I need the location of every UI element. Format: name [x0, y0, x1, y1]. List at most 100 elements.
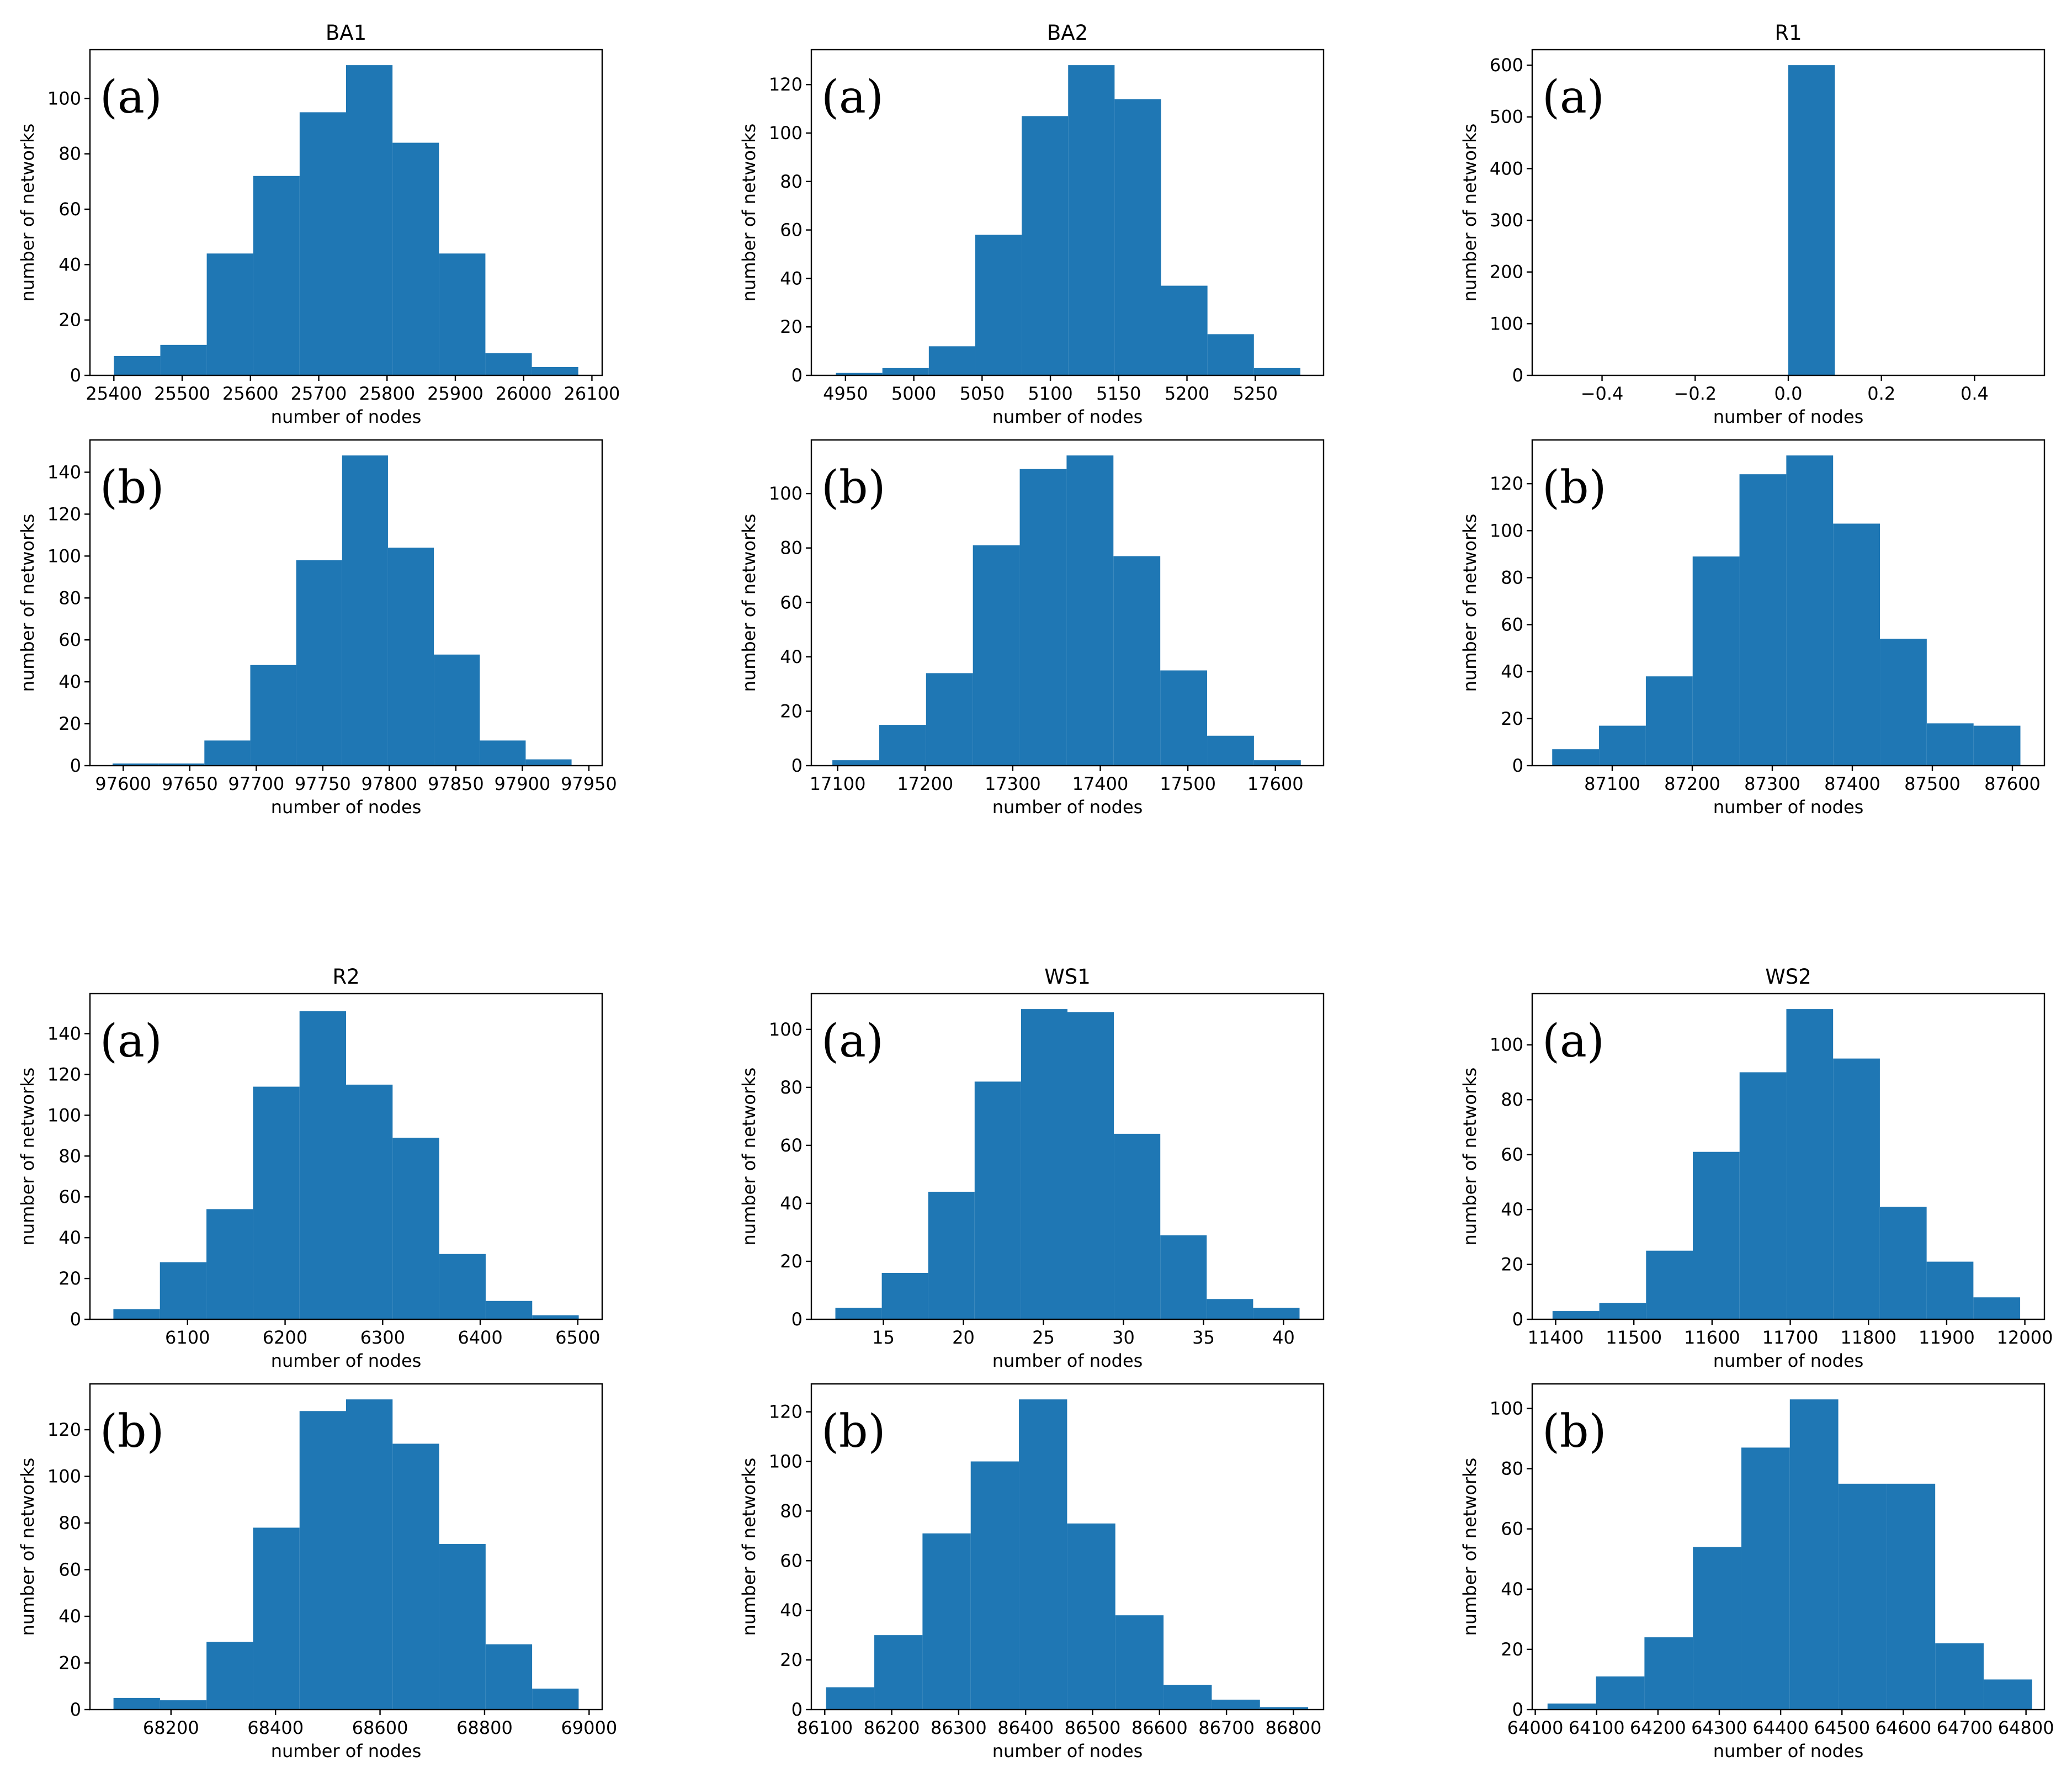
- histogram-bar: [1926, 1261, 1974, 1319]
- panel-label: (b): [1542, 1405, 1606, 1458]
- histogram-bar: [1599, 1303, 1646, 1319]
- axes-frame: [810, 49, 1325, 376]
- y-tick-label: 0: [1512, 755, 1523, 776]
- x-tick-label: 26000: [496, 383, 552, 404]
- histogram-bar: [973, 545, 1020, 766]
- x-tick-label: 17400: [1072, 773, 1129, 794]
- x-axis-label: number of nodes: [271, 406, 422, 427]
- histogram-bar: [1552, 749, 1600, 766]
- histogram-bar: [879, 725, 926, 766]
- histogram-bar: [160, 344, 207, 375]
- x-axis-label: number of nodes: [992, 797, 1143, 818]
- x-tick-label: 17600: [1247, 773, 1304, 794]
- chart-title: R2: [332, 965, 359, 989]
- x-axis-label: number of nodes: [1713, 406, 1864, 427]
- x-axis-label: number of nodes: [271, 1350, 422, 1371]
- histogram-bar: [1693, 1547, 1741, 1710]
- histogram-bar: [1068, 65, 1115, 376]
- y-tick-label: 40: [59, 254, 81, 275]
- histogram-bar: [1207, 334, 1254, 375]
- y-tick-label: 0: [1512, 1699, 1523, 1720]
- y-tick-label: 0: [791, 1309, 803, 1330]
- y-tick-label: 0: [1512, 365, 1523, 386]
- x-tick-label: 97700: [228, 773, 284, 794]
- histogram-bar: [439, 1544, 486, 1710]
- histogram-bar: [532, 1315, 579, 1319]
- histogram-bar: [1935, 1643, 1984, 1710]
- panel-label: (b): [100, 1405, 164, 1458]
- histogram-bar: [250, 665, 296, 766]
- histogram-bar: [881, 1272, 928, 1319]
- y-tick-label: 80: [59, 1145, 81, 1166]
- x-tick-label: 25500: [154, 383, 210, 404]
- histogram-bar: [439, 253, 486, 375]
- y-tick-label: 120: [769, 1402, 803, 1423]
- y-axis-label: number of networks: [739, 124, 759, 302]
- histogram-bar: [926, 673, 973, 766]
- x-tick-label: 6100: [165, 1327, 210, 1348]
- histogram-bar: [1833, 1058, 1880, 1319]
- x-axis-label: number of nodes: [271, 797, 422, 818]
- panel-label: (b): [100, 461, 164, 514]
- x-tick-label: 17200: [897, 773, 953, 794]
- x-tick-label: 87500: [1904, 773, 1961, 794]
- y-tick-label: 0: [791, 1699, 803, 1720]
- x-tick-label: 64100: [1569, 1717, 1625, 1738]
- y-tick-label: 100: [769, 1451, 803, 1472]
- x-tick-label: 64500: [1814, 1717, 1870, 1738]
- histogram-bar: [1253, 1307, 1300, 1319]
- x-tick-label: 64200: [1630, 1717, 1686, 1738]
- y-tick-label: 80: [780, 1500, 803, 1521]
- y-tick-label: 100: [769, 1019, 803, 1040]
- y-tick-label: 20: [780, 701, 803, 721]
- histogram-bar: [439, 1254, 486, 1319]
- y-tick-label: 300: [1490, 210, 1523, 231]
- y-axis-label: number of networks: [1459, 1458, 1480, 1636]
- histogram-bar: [342, 455, 388, 766]
- histogram-bar: [836, 373, 883, 375]
- y-tick-label: 500: [1490, 107, 1523, 128]
- y-tick-label: 20: [59, 310, 81, 331]
- x-tick-label: 64800: [1998, 1717, 2054, 1738]
- histogram-bar: [485, 1301, 533, 1319]
- y-tick-label: 100: [47, 1105, 81, 1126]
- histogram-bar: [1692, 556, 1740, 766]
- x-tick-label: 20: [952, 1327, 975, 1348]
- y-tick-label: 100: [1490, 1034, 1523, 1055]
- axes-frame: [89, 439, 603, 767]
- histogram-bar: [346, 1399, 393, 1710]
- histogram-bar: [112, 763, 159, 766]
- y-tick-label: 40: [780, 1600, 803, 1621]
- histogram-bar: [1021, 1009, 1067, 1319]
- x-tick-label: 64000: [1507, 1717, 1564, 1738]
- x-tick-label: 5000: [891, 383, 936, 404]
- histogram-bar: [253, 1527, 300, 1710]
- y-tick-label: 200: [1490, 262, 1523, 283]
- x-tick-label: 97600: [95, 773, 151, 794]
- axes-frame: [1531, 993, 2046, 1320]
- x-tick-label: 5100: [1028, 383, 1072, 404]
- x-tick-label: 86600: [1131, 1717, 1188, 1738]
- histogram-bar: [1022, 116, 1069, 375]
- x-tick-label: 12000: [1997, 1327, 2053, 1348]
- histogram-bar: [113, 1697, 160, 1710]
- histogram-bar: [1253, 760, 1301, 766]
- y-tick-label: 60: [59, 199, 81, 220]
- histogram-bar: [1207, 735, 1254, 766]
- histogram-bar: [1161, 285, 1208, 375]
- histogram-bar: [1973, 1297, 2021, 1319]
- x-tick-label: 64400: [1752, 1717, 1809, 1738]
- y-tick-label: 60: [780, 592, 803, 613]
- histogram-bar: [1113, 556, 1161, 766]
- x-tick-label: 97650: [162, 773, 218, 794]
- y-tick-label: 80: [59, 1513, 81, 1533]
- x-axis-label: number of nodes: [1713, 1350, 1864, 1371]
- histogram-bar: [832, 760, 879, 766]
- x-tick-label: 6500: [555, 1327, 600, 1348]
- histogram-bar: [1019, 1399, 1067, 1710]
- x-tick-label: 86700: [1198, 1717, 1255, 1738]
- histogram-bar: [1741, 1447, 1790, 1710]
- histogram-bar: [1163, 1685, 1212, 1710]
- x-tick-label: 25900: [427, 383, 484, 404]
- histogram-bar: [1786, 1009, 1834, 1319]
